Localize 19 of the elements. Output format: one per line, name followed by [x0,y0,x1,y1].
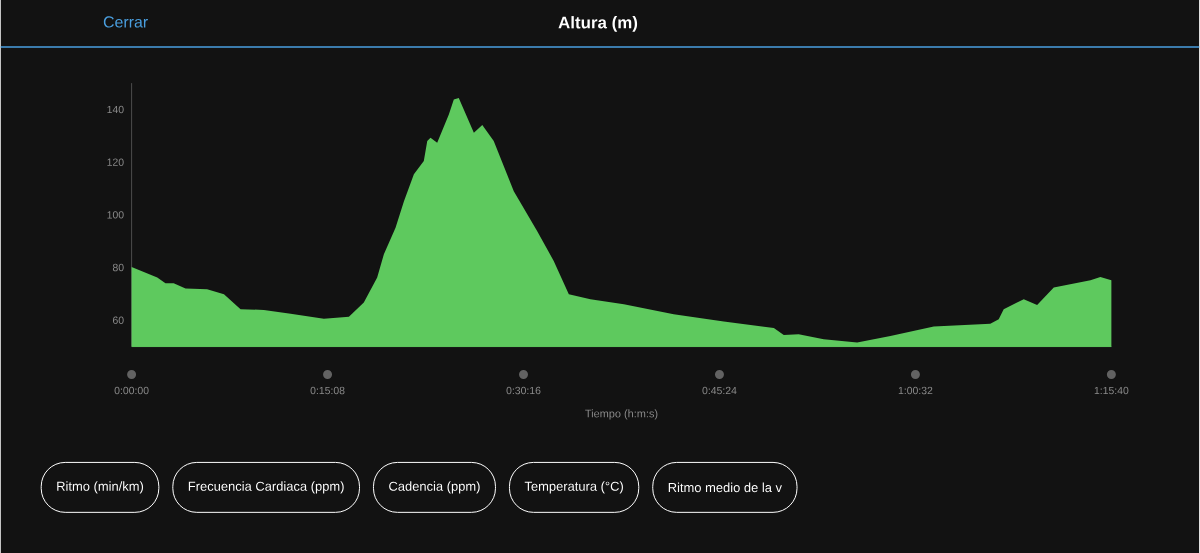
x-tick-label: 1:15:40 [1094,386,1129,395]
x-tick-label: 0:15:08 [310,386,345,395]
chart-title: Altura (m) [558,15,638,32]
x-tick-label: 0:45:24 [702,386,737,395]
text: Cerrar [103,16,148,28]
text: Ritmo (min/km) [57,481,144,494]
x-axis-title: Tiempo (h:m:s) [585,409,658,420]
text: Ritmo medio de la v [668,482,782,492]
text: Temperatura (°C) [524,481,623,494]
x-tick-label: 0:30:16 [506,386,541,395]
text: Cadencia (ppm) [389,481,480,494]
y-tick-label: 100 [107,211,124,219]
x-tick-label: 1:00:32 [898,386,933,395]
text: Frecuencia Cardiaca (ppm) [188,481,344,494]
y-tick-label: 120 [107,158,124,166]
y-tick-label: 80 [112,263,124,272]
y-tick-label: 60 [112,316,124,324]
y-tick-label: 140 [107,105,124,114]
x-tick-label: 0:00:00 [114,386,149,395]
